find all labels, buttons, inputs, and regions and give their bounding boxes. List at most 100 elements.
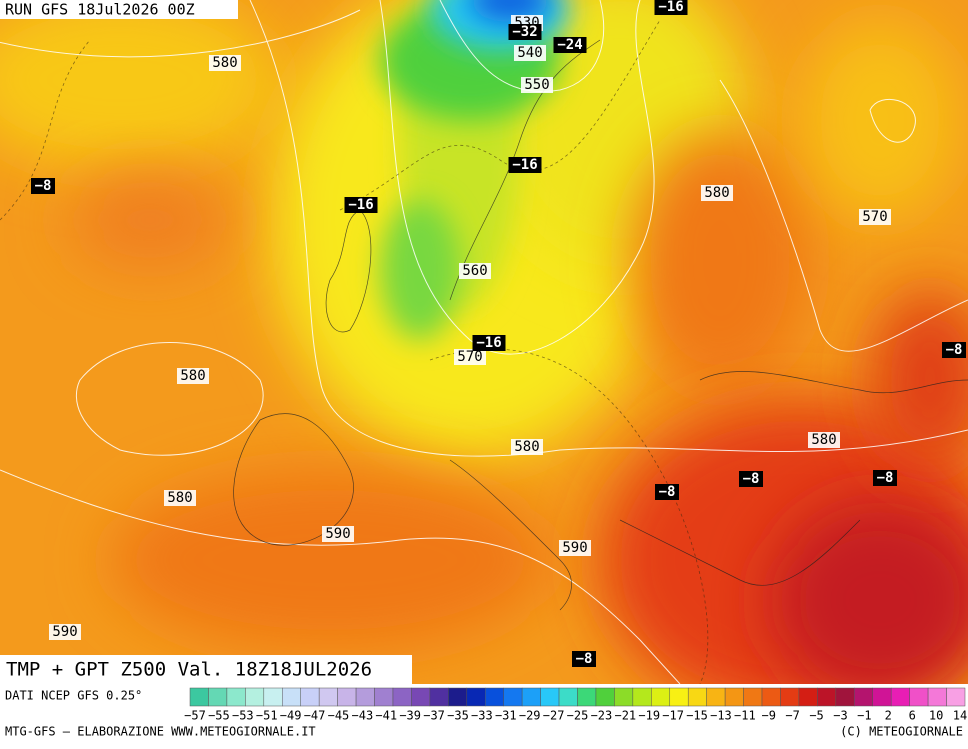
scale-swatch (484, 687, 504, 707)
scale-label: 6 (909, 709, 916, 723)
scale-label: −27 (543, 709, 565, 723)
temperature-label: −8 (35, 178, 52, 194)
contour-label-bg (808, 432, 840, 448)
scale-swatch (392, 687, 412, 707)
scale-swatch (927, 687, 947, 707)
contour-label-bg (511, 439, 543, 455)
temperature-label-bg (873, 470, 897, 486)
scale-label: −57 (184, 709, 206, 723)
scale-label: −49 (280, 709, 302, 723)
scale-swatch (189, 687, 209, 707)
scale-swatch (651, 687, 671, 707)
temperature-label: −8 (946, 342, 963, 358)
scale-swatch (595, 687, 615, 707)
temperature-label-bg (655, 484, 679, 500)
scale-label: −23 (591, 709, 613, 723)
scale-swatch (577, 687, 597, 707)
scale-label: −31 (495, 709, 517, 723)
temperature-label: −8 (743, 471, 760, 487)
temperature-label-bg (508, 157, 542, 173)
scale-label: −41 (375, 709, 397, 723)
contour-label-bg (322, 526, 354, 542)
temperature-label: −16 (658, 0, 683, 15)
run-label: RUN GFS 18Jul2026 00Z (5, 1, 195, 19)
coastlines (233, 39, 968, 611)
scale-swatch (466, 687, 486, 707)
height-contours (0, 0, 968, 684)
scale-label: −13 (710, 709, 732, 723)
contour-label: 560 (462, 263, 487, 279)
contour-label-bg (459, 263, 491, 279)
scale-label: 10 (929, 709, 943, 723)
temperature-label-bg (942, 342, 966, 358)
scale-swatch (890, 687, 910, 707)
color-scale: −57 −55 −53 −51 −49 −47 −45 −43 −41 −39 −37 −35 −33−… (184, 687, 967, 723)
scale-swatch (429, 687, 449, 707)
temperature-label: −16 (476, 335, 501, 351)
temperature-label: −16 (348, 197, 373, 213)
scale-swatch (835, 687, 855, 707)
scale-swatch (448, 687, 468, 707)
temperature-label: −16 (512, 157, 537, 173)
scale-swatch (743, 687, 763, 707)
temperature-label: −8 (576, 651, 593, 667)
temperature-label-bg (572, 651, 596, 667)
contour-label: 580 (811, 432, 836, 448)
contour-label-bg (559, 540, 591, 556)
scale-label: −5 (809, 709, 823, 723)
contour-label: 540 (517, 45, 542, 61)
contour-label-bg (164, 490, 196, 506)
map-title: TMP + GPT Z500 Val. 18Z18JUL2026 (6, 659, 372, 681)
title-box (0, 655, 412, 684)
source-label: DATI NCEP GFS 0.25° (5, 689, 142, 703)
contour-label: 590 (52, 624, 77, 640)
scale-swatch (854, 687, 873, 707)
scale-swatch (208, 687, 228, 707)
scale-swatch (946, 687, 966, 707)
scale-swatch (411, 687, 431, 707)
scale-swatch (724, 687, 744, 707)
scale-swatch (614, 687, 634, 707)
scale-swatch (245, 687, 265, 707)
scale-label: −15 (686, 709, 708, 723)
scale-swatch (503, 687, 523, 707)
contour-label: 570 (862, 209, 887, 225)
temperature-label-bg (654, 0, 688, 15)
temperature-label: −8 (877, 470, 894, 486)
scale-swatch (872, 687, 892, 707)
scale-label: −55 (208, 709, 230, 723)
scale-label: −43 (352, 709, 374, 723)
contour-label-bg (514, 45, 546, 61)
contour-label-bg (49, 624, 81, 640)
scale-label: −7 (785, 709, 799, 723)
temperature-label-bg (553, 37, 587, 53)
scale-label: −53 (232, 709, 254, 723)
temperature-label: −24 (557, 37, 582, 53)
scale-swatch (909, 687, 929, 707)
scale-swatch (300, 687, 320, 707)
temperature-label: −8 (659, 484, 676, 500)
scale-label: −35 (447, 709, 469, 723)
scale-swatch (780, 687, 800, 707)
credit-left: MTG-GFS — ELABORAZIONE WWW.METEOGIORNALE… (5, 725, 316, 739)
contour-label: 580 (514, 439, 539, 455)
scale-swatch (558, 687, 578, 707)
scale-label: −19 (638, 709, 660, 723)
scale-swatch (282, 687, 301, 707)
contour-label-bg (209, 55, 241, 71)
scale-swatch (761, 687, 781, 707)
scale-swatch (687, 687, 707, 707)
scale-swatch (337, 687, 357, 707)
scale-label: −3 (833, 709, 847, 723)
scale-label: −21 (614, 709, 636, 723)
scale-label: −11 (734, 709, 756, 723)
scale-swatch (226, 687, 246, 707)
scale-label: 14 (953, 709, 967, 723)
scale-swatch (798, 687, 818, 707)
temperature-label: −32 (512, 24, 537, 40)
scale-swatch (355, 687, 375, 707)
scale-swatch (632, 687, 652, 707)
